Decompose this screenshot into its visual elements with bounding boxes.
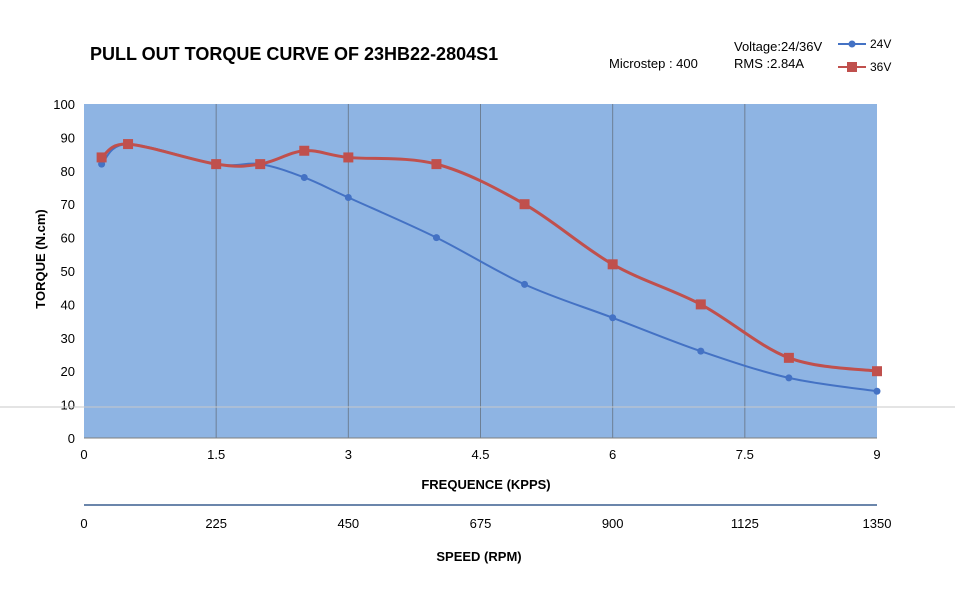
y-tick-label: 60 [61, 231, 75, 246]
x-tick-label: 1.5 [207, 447, 225, 462]
data-point [96, 152, 107, 163]
y-tick-label: 80 [61, 164, 75, 179]
legend: 24V 36V [838, 37, 891, 74]
x-tick-label: 9 [873, 447, 880, 462]
data-point [872, 366, 882, 377]
data-point [695, 299, 706, 310]
y-tick-label: 100 [53, 97, 75, 112]
series-36v [96, 139, 882, 377]
data-point [211, 159, 222, 170]
data-point [697, 347, 705, 355]
x-tick-label: 0 [80, 447, 87, 462]
y-tick-label: 70 [61, 197, 75, 212]
data-point [873, 387, 881, 395]
y-tick-label: 40 [61, 297, 75, 312]
data-point [343, 152, 354, 163]
y-axis-label: TORQUE (N.cm) [33, 209, 48, 308]
speed-axis-ticks: 0 225 450 675 900 1125 1350 [80, 516, 891, 531]
data-point [783, 352, 794, 363]
voltage-info: Voltage:24/36V [734, 39, 823, 54]
data-point [300, 173, 308, 181]
legend-label: 24V [870, 37, 891, 51]
data-point [299, 145, 310, 156]
y-tick-label: 20 [61, 364, 75, 379]
data-point [431, 159, 442, 170]
speed-tick-label: 1350 [863, 516, 892, 531]
speed-axis-label: SPEED (RPM) [436, 549, 521, 564]
y-tick-label: 30 [61, 331, 75, 346]
legend-marker [847, 62, 857, 72]
data-point [123, 139, 134, 150]
data-point [607, 259, 618, 270]
y-tick-label: 90 [61, 130, 75, 145]
data-point [255, 159, 266, 170]
legend-label: 36V [870, 60, 891, 74]
rms-info: RMS :2.84A [734, 56, 804, 71]
chart-title: PULL OUT TORQUE CURVE OF 23HB22-2804S1 [90, 44, 498, 64]
data-point [785, 374, 793, 382]
speed-tick-label: 900 [602, 516, 624, 531]
speed-tick-label: 1125 [731, 516, 759, 531]
y-tick-label: 0 [68, 431, 75, 446]
speed-tick-label: 450 [337, 516, 359, 531]
x-tick-label: 7.5 [736, 447, 754, 462]
data-point [432, 234, 440, 242]
microstep-info: Microstep : 400 [609, 56, 698, 71]
legend-item: 36V [838, 60, 891, 74]
series-group [96, 139, 882, 395]
y-tick-label: 10 [61, 398, 75, 413]
speed-tick-label: 225 [205, 516, 227, 531]
legend-marker [848, 40, 856, 48]
y-tick-label: 50 [61, 264, 75, 279]
speed-tick-label: 0 [80, 516, 87, 531]
y-axis-ticks: 0 10 20 30 40 50 60 70 80 90 100 [53, 97, 75, 446]
data-point [519, 199, 530, 210]
legend-item: 24V [838, 37, 891, 51]
x-tick-label: 6 [609, 447, 616, 462]
speed-tick-label: 675 [470, 516, 492, 531]
x-tick-label: 4.5 [471, 447, 489, 462]
x-axis-label: FREQUENCE (KPPS) [421, 477, 550, 492]
data-point [609, 314, 617, 322]
x-tick-label: 3 [345, 447, 352, 462]
x-axis-ticks: 0 1.5 3 4.5 6 7.5 9 [80, 447, 880, 462]
data-point [344, 194, 352, 202]
data-point [521, 280, 529, 288]
